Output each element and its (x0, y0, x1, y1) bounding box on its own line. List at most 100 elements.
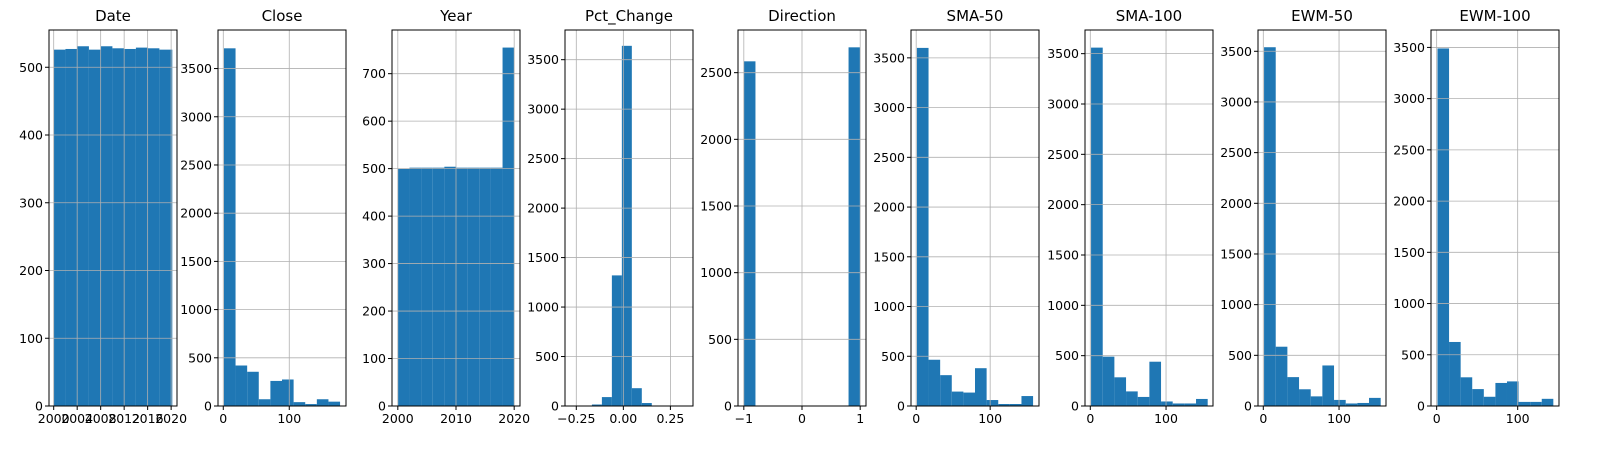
y-tick-label: 2000 (180, 206, 212, 221)
histogram-bar (65, 48, 78, 406)
chart-title: Direction (768, 7, 836, 25)
histogram-bar (467, 167, 480, 406)
y-tick-label: 3000 (180, 109, 212, 124)
y-tick-label: 0 (1244, 399, 1252, 414)
y-tick-label: 2000 (527, 201, 559, 216)
histogram-bar (916, 47, 929, 407)
histogram-bar (1299, 389, 1311, 406)
y-tick-label: 300 (19, 195, 43, 210)
y-tick-label: 0 (35, 399, 43, 414)
x-tick-label: 2000 (382, 411, 414, 426)
histogram-bar (53, 49, 66, 407)
histogram-bar (421, 167, 433, 406)
histogram-bar (848, 47, 861, 406)
histogram-bar (293, 402, 306, 406)
y-tick-label: 3000 (1393, 91, 1425, 106)
x-tick-label: 2008 (85, 411, 117, 426)
y-tick-label: 1000 (873, 299, 905, 314)
axes-frame (1084, 29, 1214, 407)
x-tick-label: 2000 (38, 411, 70, 426)
y-tick-label: 0 (204, 399, 212, 414)
histogram-bar (147, 48, 160, 406)
histogram-bar (601, 397, 612, 406)
histogram-bar (77, 46, 89, 406)
y-tick-label: 3500 (1220, 44, 1252, 59)
y-tick-label: 100 (19, 331, 43, 346)
chart-title: Close (262, 7, 303, 25)
y-tick-label: 200 (362, 304, 386, 319)
y-tick-label: 0 (1071, 399, 1079, 414)
histogram-bar (1172, 403, 1185, 406)
histogram-bar (159, 49, 173, 407)
x-tick-label: 100 (277, 411, 301, 426)
chart-title: Date (95, 7, 131, 25)
y-tick-label: 1500 (873, 249, 905, 264)
histogram-bar (1161, 401, 1173, 406)
histogram-bar (1495, 382, 1507, 406)
y-tick-label: 200 (19, 263, 43, 278)
x-tick-label: 2004 (61, 411, 93, 426)
histogram-bar (1196, 398, 1208, 406)
histogram-bar (1345, 403, 1358, 406)
y-tick-label: 2500 (1220, 145, 1252, 160)
y-tick-label: 1000 (700, 265, 732, 280)
axes-frame (910, 29, 1040, 407)
histogram-bar (631, 388, 642, 406)
x-tick-label: 0 (1433, 411, 1441, 426)
axes-frame (564, 29, 694, 407)
histogram-bar (1102, 356, 1115, 406)
histogram-bar (951, 391, 964, 406)
histogram-bar (247, 371, 259, 406)
histogram-bar (100, 46, 113, 406)
histogram-bar (456, 167, 468, 406)
y-tick-label: 500 (708, 332, 732, 347)
chart-title: Year (439, 7, 473, 25)
axes-frame (737, 29, 867, 407)
histogram-bar (258, 399, 271, 406)
y-tick-label: 500 (535, 349, 559, 364)
y-tick-label: 2000 (1047, 197, 1079, 212)
chart-panel-3: −0.25 0.00 0.25 0 500 1000 1500 2000 2500 3000 350… (527, 7, 694, 426)
histogram-bar (1287, 377, 1300, 406)
x-tick-label: 0 (798, 411, 806, 426)
y-tick-label: 100 (362, 351, 386, 366)
axes-frame (391, 29, 521, 407)
histogram-bar (986, 400, 999, 406)
x-tick-label: −1 (735, 411, 753, 426)
histogram-bar (1460, 377, 1473, 406)
y-tick-label: 2000 (1220, 196, 1252, 211)
y-tick-label: 1000 (1393, 296, 1425, 311)
chart-title: SMA-100 (1116, 7, 1182, 25)
histogram-bar (409, 167, 422, 406)
x-tick-label: 100 (1506, 411, 1530, 426)
y-tick-label: 500 (1055, 348, 1079, 363)
x-tick-label: 2012 (108, 411, 140, 426)
y-tick-label: 600 (362, 114, 386, 129)
y-tick-label: 400 (19, 128, 43, 143)
histogram-bar (1310, 396, 1323, 406)
histogram-bar (975, 368, 987, 406)
y-tick-label: 500 (362, 161, 386, 176)
axes-frame (217, 29, 347, 407)
histogram-bar (88, 49, 101, 407)
histogram-bar (305, 404, 317, 406)
x-tick-label: 0 (1086, 411, 1094, 426)
y-tick-label: 3000 (873, 100, 905, 115)
histogram-bar (1009, 404, 1022, 406)
histogram-bar (1021, 396, 1034, 406)
chart-title: Pct_Change (585, 7, 673, 26)
histogram-bar (490, 167, 503, 406)
y-tick-label: 1000 (180, 302, 212, 317)
histogram-bar (1357, 402, 1370, 406)
y-tick-label: 400 (362, 209, 386, 224)
histogram-bar (1149, 361, 1162, 406)
y-tick-label: 2000 (873, 200, 905, 215)
histogram-bar (591, 404, 602, 406)
chart-title: EWM-50 (1291, 7, 1353, 25)
